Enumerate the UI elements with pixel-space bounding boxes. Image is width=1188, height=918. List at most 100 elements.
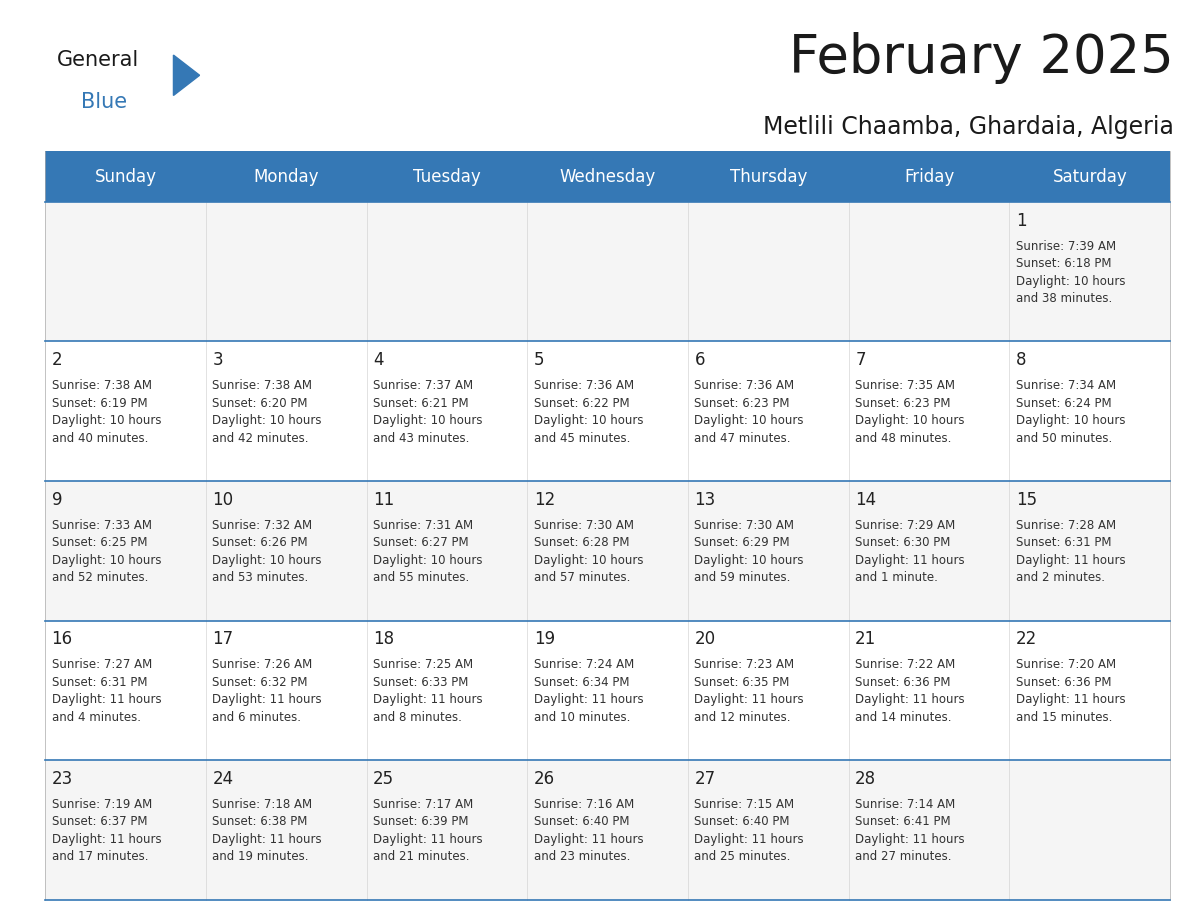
Text: Saturday: Saturday	[1053, 168, 1127, 185]
Bar	[527, 621, 688, 760]
Text: 23: 23	[51, 770, 72, 788]
Text: 24: 24	[213, 770, 233, 788]
Text: 1: 1	[1016, 212, 1026, 230]
Text: Sunrise: 7:28 AM
Sunset: 6:31 PM
Daylight: 11 hours
and 2 minutes.: Sunrise: 7:28 AM Sunset: 6:31 PM Dayligh…	[1016, 519, 1125, 584]
Bar	[688, 202, 848, 341]
Bar	[45, 151, 1170, 202]
Bar	[1010, 202, 1170, 341]
Text: Sunrise: 7:15 AM
Sunset: 6:40 PM
Daylight: 11 hours
and 25 minutes.: Sunrise: 7:15 AM Sunset: 6:40 PM Dayligh…	[695, 798, 804, 863]
Bar	[688, 621, 848, 760]
Bar	[206, 481, 367, 621]
Text: Sunrise: 7:26 AM
Sunset: 6:32 PM
Daylight: 11 hours
and 6 minutes.: Sunrise: 7:26 AM Sunset: 6:32 PM Dayligh…	[213, 658, 322, 723]
Bar	[848, 760, 1010, 900]
Text: Sunrise: 7:38 AM
Sunset: 6:20 PM
Daylight: 10 hours
and 42 minutes.: Sunrise: 7:38 AM Sunset: 6:20 PM Dayligh…	[213, 379, 322, 444]
Text: Monday: Monday	[253, 168, 318, 185]
Polygon shape	[173, 55, 200, 95]
Text: 6: 6	[695, 352, 704, 369]
Text: Sunrise: 7:17 AM
Sunset: 6:39 PM
Daylight: 11 hours
and 21 minutes.: Sunrise: 7:17 AM Sunset: 6:39 PM Dayligh…	[373, 798, 482, 863]
Text: 26: 26	[533, 770, 555, 788]
Text: Sunday: Sunday	[95, 168, 157, 185]
Text: Sunrise: 7:37 AM
Sunset: 6:21 PM
Daylight: 10 hours
and 43 minutes.: Sunrise: 7:37 AM Sunset: 6:21 PM Dayligh…	[373, 379, 482, 444]
Text: 12: 12	[533, 491, 555, 509]
Text: 17: 17	[213, 631, 233, 648]
Text: 22: 22	[1016, 631, 1037, 648]
Bar	[367, 202, 527, 341]
Bar	[45, 760, 206, 900]
Bar	[1010, 341, 1170, 481]
Text: Sunrise: 7:18 AM
Sunset: 6:38 PM
Daylight: 11 hours
and 19 minutes.: Sunrise: 7:18 AM Sunset: 6:38 PM Dayligh…	[213, 798, 322, 863]
Text: Sunrise: 7:23 AM
Sunset: 6:35 PM
Daylight: 11 hours
and 12 minutes.: Sunrise: 7:23 AM Sunset: 6:35 PM Dayligh…	[695, 658, 804, 723]
Bar	[206, 621, 367, 760]
Bar	[848, 481, 1010, 621]
Text: 9: 9	[51, 491, 62, 509]
Bar	[688, 481, 848, 621]
Text: Sunrise: 7:29 AM
Sunset: 6:30 PM
Daylight: 11 hours
and 1 minute.: Sunrise: 7:29 AM Sunset: 6:30 PM Dayligh…	[855, 519, 965, 584]
Bar	[367, 760, 527, 900]
Text: 8: 8	[1016, 352, 1026, 369]
Text: Sunrise: 7:36 AM
Sunset: 6:23 PM
Daylight: 10 hours
and 47 minutes.: Sunrise: 7:36 AM Sunset: 6:23 PM Dayligh…	[695, 379, 804, 444]
Text: 5: 5	[533, 352, 544, 369]
Text: Sunrise: 7:20 AM
Sunset: 6:36 PM
Daylight: 11 hours
and 15 minutes.: Sunrise: 7:20 AM Sunset: 6:36 PM Dayligh…	[1016, 658, 1125, 723]
Text: Sunrise: 7:22 AM
Sunset: 6:36 PM
Daylight: 11 hours
and 14 minutes.: Sunrise: 7:22 AM Sunset: 6:36 PM Dayligh…	[855, 658, 965, 723]
Bar	[527, 341, 688, 481]
Text: 11: 11	[373, 491, 394, 509]
Text: 4: 4	[373, 352, 384, 369]
Text: Sunrise: 7:35 AM
Sunset: 6:23 PM
Daylight: 10 hours
and 48 minutes.: Sunrise: 7:35 AM Sunset: 6:23 PM Dayligh…	[855, 379, 965, 444]
Text: Metlili Chaamba, Ghardaia, Algeria: Metlili Chaamba, Ghardaia, Algeria	[763, 115, 1174, 139]
Text: Sunrise: 7:19 AM
Sunset: 6:37 PM
Daylight: 11 hours
and 17 minutes.: Sunrise: 7:19 AM Sunset: 6:37 PM Dayligh…	[51, 798, 162, 863]
Text: Sunrise: 7:38 AM
Sunset: 6:19 PM
Daylight: 10 hours
and 40 minutes.: Sunrise: 7:38 AM Sunset: 6:19 PM Dayligh…	[51, 379, 162, 444]
Text: Sunrise: 7:14 AM
Sunset: 6:41 PM
Daylight: 11 hours
and 27 minutes.: Sunrise: 7:14 AM Sunset: 6:41 PM Dayligh…	[855, 798, 965, 863]
Text: Tuesday: Tuesday	[413, 168, 481, 185]
Bar	[206, 341, 367, 481]
Bar	[688, 760, 848, 900]
Text: Wednesday: Wednesday	[560, 168, 656, 185]
Bar	[848, 621, 1010, 760]
Text: Sunrise: 7:36 AM
Sunset: 6:22 PM
Daylight: 10 hours
and 45 minutes.: Sunrise: 7:36 AM Sunset: 6:22 PM Dayligh…	[533, 379, 643, 444]
Bar	[1010, 481, 1170, 621]
Bar	[527, 202, 688, 341]
Text: 20: 20	[695, 631, 715, 648]
Text: 28: 28	[855, 770, 877, 788]
Text: 2: 2	[51, 352, 62, 369]
Bar	[45, 621, 206, 760]
Text: Sunrise: 7:31 AM
Sunset: 6:27 PM
Daylight: 10 hours
and 55 minutes.: Sunrise: 7:31 AM Sunset: 6:27 PM Dayligh…	[373, 519, 482, 584]
Bar	[45, 341, 206, 481]
Text: Sunrise: 7:33 AM
Sunset: 6:25 PM
Daylight: 10 hours
and 52 minutes.: Sunrise: 7:33 AM Sunset: 6:25 PM Dayligh…	[51, 519, 162, 584]
Bar	[848, 202, 1010, 341]
Text: Friday: Friday	[904, 168, 954, 185]
Text: 25: 25	[373, 770, 394, 788]
Bar	[206, 202, 367, 341]
Bar	[688, 341, 848, 481]
Bar	[848, 341, 1010, 481]
Bar	[1010, 621, 1170, 760]
Text: Blue: Blue	[81, 92, 127, 112]
Text: 21: 21	[855, 631, 877, 648]
Text: 16: 16	[51, 631, 72, 648]
Text: Sunrise: 7:32 AM
Sunset: 6:26 PM
Daylight: 10 hours
and 53 minutes.: Sunrise: 7:32 AM Sunset: 6:26 PM Dayligh…	[213, 519, 322, 584]
Bar	[527, 760, 688, 900]
Text: Sunrise: 7:25 AM
Sunset: 6:33 PM
Daylight: 11 hours
and 8 minutes.: Sunrise: 7:25 AM Sunset: 6:33 PM Dayligh…	[373, 658, 482, 723]
Text: 13: 13	[695, 491, 715, 509]
Bar	[45, 481, 206, 621]
Text: Sunrise: 7:27 AM
Sunset: 6:31 PM
Daylight: 11 hours
and 4 minutes.: Sunrise: 7:27 AM Sunset: 6:31 PM Dayligh…	[51, 658, 162, 723]
Text: 7: 7	[855, 352, 866, 369]
Bar	[1010, 760, 1170, 900]
Text: 27: 27	[695, 770, 715, 788]
Bar	[367, 481, 527, 621]
Text: Sunrise: 7:34 AM
Sunset: 6:24 PM
Daylight: 10 hours
and 50 minutes.: Sunrise: 7:34 AM Sunset: 6:24 PM Dayligh…	[1016, 379, 1125, 444]
Text: Sunrise: 7:39 AM
Sunset: 6:18 PM
Daylight: 10 hours
and 38 minutes.: Sunrise: 7:39 AM Sunset: 6:18 PM Dayligh…	[1016, 240, 1125, 305]
Bar	[367, 621, 527, 760]
Bar	[45, 202, 206, 341]
Text: February 2025: February 2025	[789, 32, 1174, 84]
Text: Sunrise: 7:16 AM
Sunset: 6:40 PM
Daylight: 11 hours
and 23 minutes.: Sunrise: 7:16 AM Sunset: 6:40 PM Dayligh…	[533, 798, 644, 863]
Bar	[367, 341, 527, 481]
Text: 19: 19	[533, 631, 555, 648]
Text: Sunrise: 7:24 AM
Sunset: 6:34 PM
Daylight: 11 hours
and 10 minutes.: Sunrise: 7:24 AM Sunset: 6:34 PM Dayligh…	[533, 658, 644, 723]
Text: General: General	[57, 50, 139, 71]
Text: 15: 15	[1016, 491, 1037, 509]
Text: 14: 14	[855, 491, 877, 509]
Text: Thursday: Thursday	[729, 168, 807, 185]
Text: 10: 10	[213, 491, 233, 509]
Text: 3: 3	[213, 352, 223, 369]
Bar	[206, 760, 367, 900]
